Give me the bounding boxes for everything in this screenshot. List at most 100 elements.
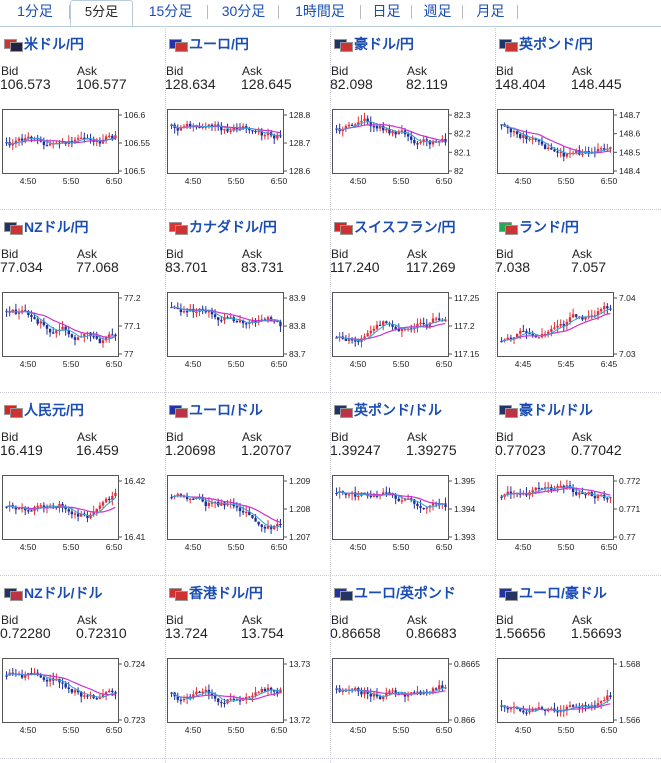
candle-body [276,135,279,139]
mini-candlestick-chart[interactable]: 0.8665 0.866 4:50 5:50 6:50 [332,658,492,738]
candle-body [528,138,531,140]
rate-card: NZドル/円 Bid Ask 77.034 77.068 77.2 77.1 77 4:50 5:… [0,209,165,392]
candle-body [410,692,413,694]
candle-body [571,705,575,707]
short-moving-average-line [501,698,611,712]
mini-candlestick-chart[interactable]: 13.73 13.72 4:50 5:50 6:50 [167,658,327,738]
mini-candlestick-chart[interactable]: 0.772 0.771 0.77 4:50 5:50 6:50 [497,475,657,555]
currency-flag-icon [334,221,353,235]
pair-title-link[interactable]: 豪ドル/円 [334,35,414,53]
candle-body [400,500,404,502]
candle-body [537,139,541,142]
candle-body [76,337,80,340]
candle-body [176,494,179,496]
moving-average-line [336,322,446,341]
x-tick-label: 6:45 [601,359,618,369]
pair-title-link[interactable]: NZドル/ドル [4,584,103,602]
mini-candlestick-chart[interactable]: 82.3 82.2 82.1 82 4:50 5:50 6:50 [332,109,492,189]
candle-body [562,152,565,157]
pair-title-link[interactable]: ユーロ/英ポンド [334,584,456,602]
pair-title-link[interactable]: ユーロ/豪ドル [499,584,607,602]
bid-label: Bid [166,430,184,444]
mini-candlestick-chart[interactable]: 148.7 148.6 148.5 148.4 4:50 5:50 6:50 [497,109,657,189]
candle-body [378,324,382,327]
candle-body [229,130,232,132]
tab-2[interactable]: 15分足 [133,0,208,26]
currency-flag-icon [334,587,353,601]
mini-candlestick-chart[interactable]: 106.6 106.55 106.5 4:50 5:50 6:50 [2,109,162,189]
tab-4[interactable]: 1時間足 [279,0,361,26]
y-tick-label: 82 [454,166,464,176]
x-tick-label: 6:50 [436,542,453,552]
candle-body [547,147,550,149]
candle-body [24,310,27,312]
candle-body [217,698,220,702]
candle-body [593,496,597,499]
pair-title-link[interactable]: 人民元/円 [4,401,84,419]
mini-candlestick-chart[interactable]: 117.25 117.2 117.15 4:50 5:50 6:50 [332,292,492,372]
pair-title-link[interactable]: ランド/円 [499,218,579,236]
bid-label: Bid [166,247,184,261]
tab-0[interactable]: 1分足 [0,0,70,26]
tab-3[interactable]: 30分足 [208,0,279,26]
candle-body [609,147,612,149]
candle-body [198,691,201,694]
tab-5[interactable]: 日足 [361,0,412,26]
x-tick-label: 5:50 [558,542,575,552]
pair-title-link[interactable]: ユーロ/円 [169,35,249,53]
pair-title-link[interactable]: 豪ドル/ドル [499,401,593,419]
tab-1[interactable]: 5分足 [70,0,133,26]
mini-candlestick-chart[interactable]: 83.9 83.8 83.7 4:50 5:50 6:50 [167,292,327,372]
mini-candlestick-chart[interactable]: 1.568 1.566 4:50 5:50 6:50 [497,658,657,738]
flag-quote-icon [10,224,23,235]
candle-body [378,125,382,129]
pair-title-link[interactable]: 米ドル/円 [4,35,84,53]
pair-title-link[interactable]: ユーロ/ドル [169,401,263,419]
ask-value: 0.72310 [76,625,127,641]
candle-body [537,487,541,489]
candle-body [410,136,413,140]
mini-candlestick-chart[interactable]: 128.8 128.7 128.6 4:50 5:50 6:50 [167,109,327,189]
candle-body [587,315,590,318]
y-tick-label: 1.393 [454,532,476,542]
x-tick-label: 6:50 [106,176,123,186]
y-tick-label: 0.77 [619,532,636,542]
tab-7[interactable]: 月足 [463,0,518,26]
bid-value: 148.404 [495,76,546,92]
candle-body [42,141,46,146]
candle-body [540,141,544,145]
x-tick-label: 4:50 [350,359,367,369]
mini-candlestick-chart[interactable]: 77.2 77.1 77 4:50 5:50 6:50 [2,292,162,372]
candle-body [251,515,254,519]
pair-title-link[interactable]: 香港ドル/円 [169,584,263,602]
candle-body [235,128,239,130]
pair-title-link[interactable]: スイスフラン/円 [334,218,455,236]
candle-body [416,503,419,507]
candle-body [198,497,201,499]
candle-body [413,499,416,504]
pair-title-link[interactable]: 英ポンド/円 [499,35,593,53]
y-tick-label: 77 [124,349,134,359]
candle-body [375,495,379,497]
candle-body [599,701,603,704]
y-tick-label: 0.772 [619,476,641,486]
x-tick-label: 5:45 [558,359,575,369]
mini-candlestick-chart[interactable]: 0.724 0.723 4:50 5:50 6:50 [2,658,162,738]
pair-title-link[interactable]: NZドル/円 [4,218,89,236]
mini-candlestick-chart[interactable]: 7.04 7.03 4:45 5:45 6:45 [497,292,657,372]
mini-candlestick-chart[interactable]: 1.395 1.394 1.393 4:50 5:50 6:50 [332,475,492,555]
candle-body [540,707,544,710]
candle-body [232,503,235,507]
candle-body [114,334,117,337]
candle-body [344,690,348,692]
candle-body [279,689,282,694]
tab-6[interactable]: 週足 [412,0,463,26]
mini-candlestick-chart[interactable]: 16.42 16.41 4:50 5:50 6:50 [2,475,162,555]
x-tick-label: 5:50 [63,359,80,369]
mini-candlestick-chart[interactable]: 1.209 1.208 1.207 4:50 5:50 6:50 [167,475,327,555]
pair-title-link[interactable]: 英ポンド/ドル [334,401,442,419]
pair-title-link[interactable]: カナダドル/円 [169,218,277,236]
x-tick-label: 4:50 [185,542,202,552]
rate-card: ユーロ/ドル Bid Ask 1.20698 1.20707 1.209 1.208 1.20… [165,392,330,575]
candle-body [519,134,522,139]
